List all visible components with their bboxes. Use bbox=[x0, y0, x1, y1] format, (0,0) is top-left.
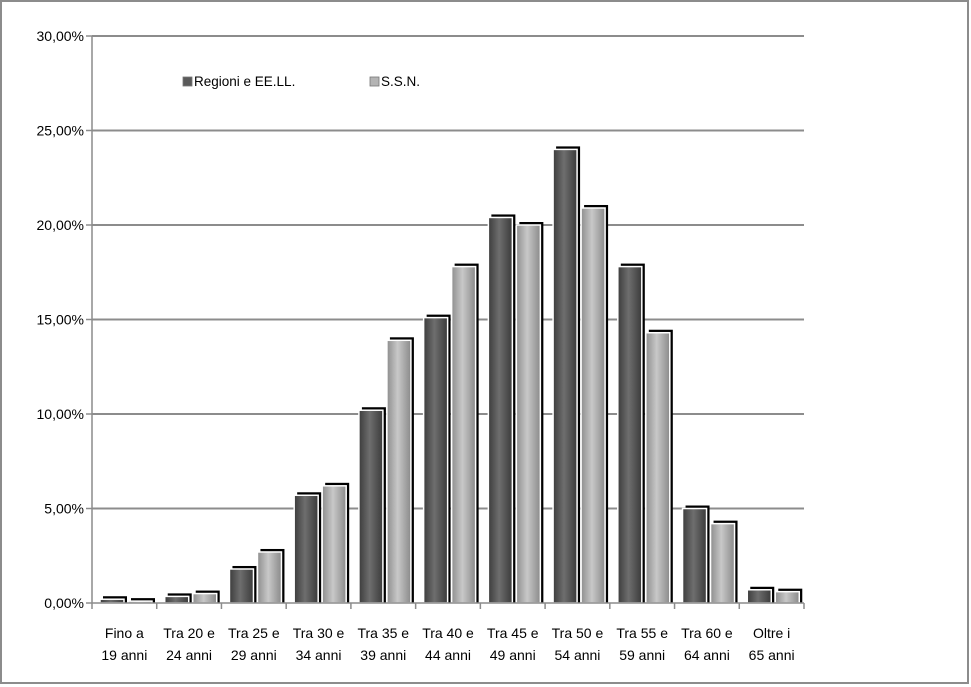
x-tick-label: Tra 60 e bbox=[681, 625, 733, 641]
bar-fill bbox=[256, 551, 283, 604]
x-tick-label: 59 anni bbox=[619, 647, 665, 663]
bar-fill bbox=[552, 148, 578, 604]
bar bbox=[99, 596, 127, 604]
bar bbox=[515, 222, 544, 604]
legend-label: S.S.N. bbox=[381, 74, 420, 89]
bar-fill bbox=[681, 507, 708, 604]
bar-fill bbox=[774, 590, 801, 604]
bar-fill bbox=[450, 265, 477, 604]
bar bbox=[293, 492, 322, 604]
bar bbox=[617, 263, 645, 604]
x-tick-label: Tra 20 e bbox=[163, 625, 215, 641]
bar-fill bbox=[386, 339, 412, 604]
y-tick-label: 30,00% bbox=[37, 28, 84, 44]
y-tick-label: 5,00% bbox=[44, 501, 84, 517]
legend-swatch bbox=[182, 76, 193, 87]
y-tick-label: 25,00% bbox=[37, 123, 84, 139]
bar-fill bbox=[515, 224, 542, 604]
x-tick-label: 64 anni bbox=[684, 647, 730, 663]
x-tick-label: Tra 55 e bbox=[616, 625, 668, 641]
bar bbox=[191, 590, 220, 604]
bars bbox=[99, 146, 803, 604]
y-axis-ticks: 0,00% 5,00% 10,00% 15,00% 20,00% 25,00% 30,00% bbox=[37, 28, 92, 611]
bar bbox=[358, 407, 386, 604]
y-tick-label: 0,00% bbox=[44, 595, 84, 611]
bar-fill bbox=[746, 589, 773, 604]
x-tick-label: Tra 50 e bbox=[552, 625, 604, 641]
bar-fill bbox=[580, 207, 606, 604]
y-tick-label: 15,00% bbox=[37, 312, 84, 328]
y-tick-label: 10,00% bbox=[37, 406, 84, 422]
bar bbox=[645, 329, 673, 604]
bar bbox=[163, 593, 192, 604]
legend: Regioni e EE.LL. S.S.N. bbox=[182, 74, 420, 89]
x-tick-label: 19 anni bbox=[101, 647, 147, 663]
x-tick-label: 49 anni bbox=[490, 647, 536, 663]
bar bbox=[256, 548, 285, 604]
bar-fill bbox=[321, 485, 347, 604]
bar-fill bbox=[617, 265, 643, 604]
bar bbox=[487, 214, 516, 604]
x-tick-label: Tra 40 e bbox=[422, 625, 474, 641]
bar bbox=[450, 263, 479, 604]
x-tick-label: 44 anni bbox=[425, 647, 471, 663]
bar bbox=[386, 337, 414, 604]
bar bbox=[580, 204, 609, 604]
bar bbox=[228, 565, 257, 604]
x-tick-label: Tra 25 e bbox=[228, 625, 280, 641]
bar-fill bbox=[191, 592, 218, 604]
bar bbox=[774, 588, 803, 604]
bar-fill bbox=[163, 595, 190, 604]
axes bbox=[91, 36, 805, 609]
x-tick-label: Tra 35 e bbox=[357, 625, 409, 641]
bar bbox=[709, 520, 738, 604]
legend-label: Regioni e EE.LL. bbox=[194, 74, 295, 89]
bar bbox=[422, 314, 451, 604]
x-tick-label: 39 anni bbox=[360, 647, 406, 663]
x-tick-label: Tra 30 e bbox=[293, 625, 345, 641]
legend-swatch bbox=[369, 76, 380, 87]
bar-fill bbox=[422, 316, 449, 604]
x-tick-label: 65 anni bbox=[749, 647, 795, 663]
x-axis-labels: Fino a 19 anni Tra 20 e 24 anni Tra 25 e 29 a… bbox=[101, 625, 794, 663]
bar-fill bbox=[358, 409, 384, 604]
bar-fill bbox=[645, 331, 671, 604]
x-tick-label: Oltre i bbox=[753, 625, 790, 641]
bar bbox=[681, 505, 710, 604]
bar-fill bbox=[293, 494, 319, 604]
bar-fill bbox=[709, 522, 736, 604]
x-tick-label: Tra 45 e bbox=[487, 625, 539, 641]
x-tick-label: 34 anni bbox=[296, 647, 342, 663]
bar-fill bbox=[487, 216, 514, 604]
bar bbox=[321, 482, 350, 604]
x-tick-label: 29 anni bbox=[231, 647, 277, 663]
y-tick-label: 20,00% bbox=[37, 217, 84, 233]
x-tick-label: Fino a bbox=[105, 625, 144, 641]
bar-fill bbox=[228, 568, 255, 604]
bar bbox=[552, 146, 581, 604]
bar bbox=[746, 586, 775, 604]
x-tick-label: 24 anni bbox=[166, 647, 212, 663]
x-tick-label: 54 anni bbox=[554, 647, 600, 663]
